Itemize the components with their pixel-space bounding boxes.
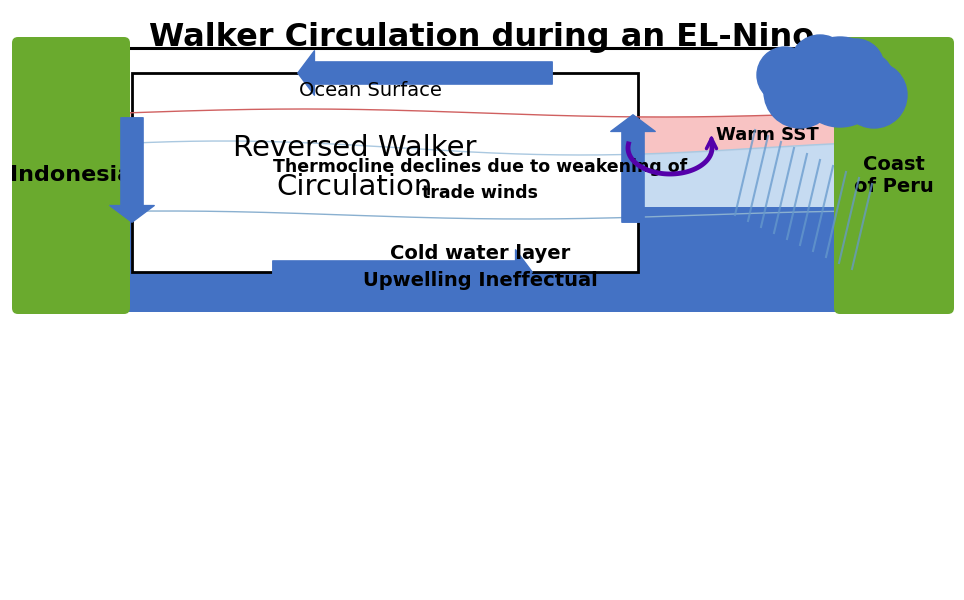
Circle shape xyxy=(828,39,884,95)
Circle shape xyxy=(790,35,850,95)
Text: Ocean Surface: Ocean Surface xyxy=(299,81,442,100)
Circle shape xyxy=(795,37,885,127)
Circle shape xyxy=(843,53,893,103)
Text: Reversed Walker
Circulation: Reversed Walker Circulation xyxy=(233,134,477,201)
Text: Cold water layer
Upwelling Ineffectual: Cold water layer Upwelling Ineffectual xyxy=(362,244,598,290)
Bar xyxy=(132,73,638,272)
Circle shape xyxy=(841,62,907,128)
Text: Warm SST: Warm SST xyxy=(716,126,818,144)
FancyBboxPatch shape xyxy=(834,37,954,314)
Text: Coast
of Peru: Coast of Peru xyxy=(854,154,934,196)
FancyBboxPatch shape xyxy=(12,37,130,314)
Text: Walker Circulation during an EL-Nino: Walker Circulation during an EL-Nino xyxy=(149,22,815,53)
Circle shape xyxy=(764,56,836,128)
Text: Thermocline declines due to weakening of
trade winds: Thermocline declines due to weakening of… xyxy=(273,158,687,202)
Text: Indonesia: Indonesia xyxy=(10,165,132,185)
Circle shape xyxy=(757,47,813,103)
FancyBboxPatch shape xyxy=(120,207,844,312)
